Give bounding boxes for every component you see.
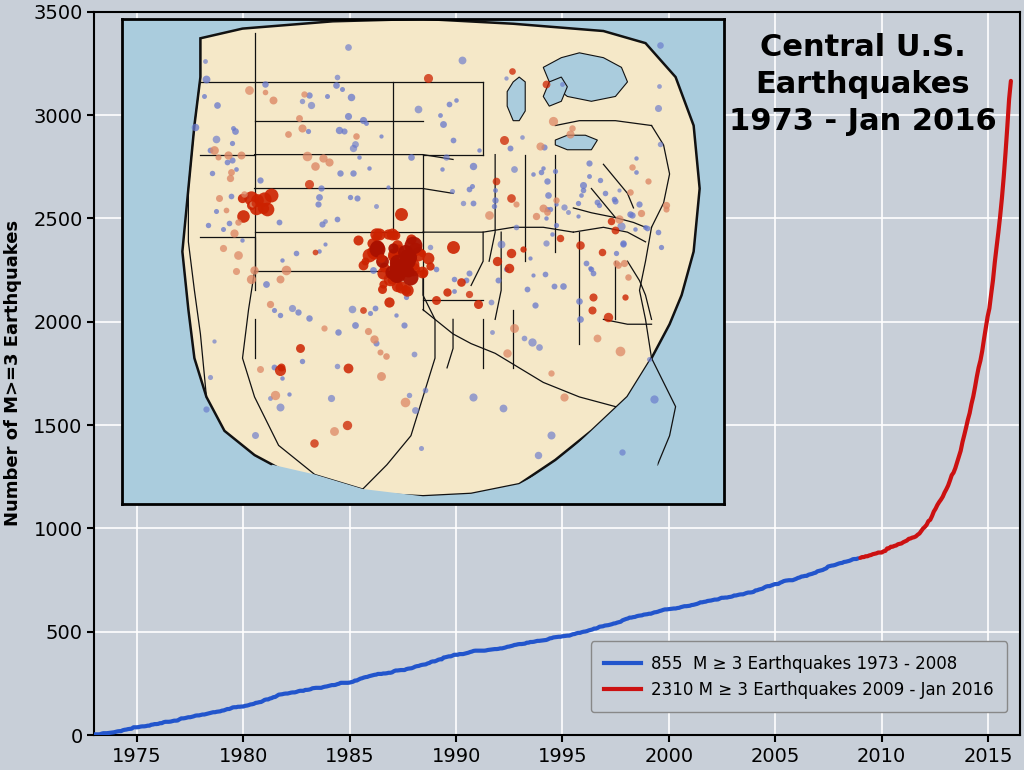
Text: Central U.S.
Earthquakes
1973 - Jan 2016: Central U.S. Earthquakes 1973 - Jan 2016 bbox=[729, 33, 996, 136]
Legend: 855  M ≥ 3 Earthquakes 1973 - 2008, 2310 M ≥ 3 Earthquakes 2009 - Jan 2016: 855 M ≥ 3 Earthquakes 1973 - 2008, 2310 … bbox=[591, 641, 1007, 712]
Y-axis label: Number of M>=3 Earthquakes: Number of M>=3 Earthquakes bbox=[4, 220, 23, 527]
